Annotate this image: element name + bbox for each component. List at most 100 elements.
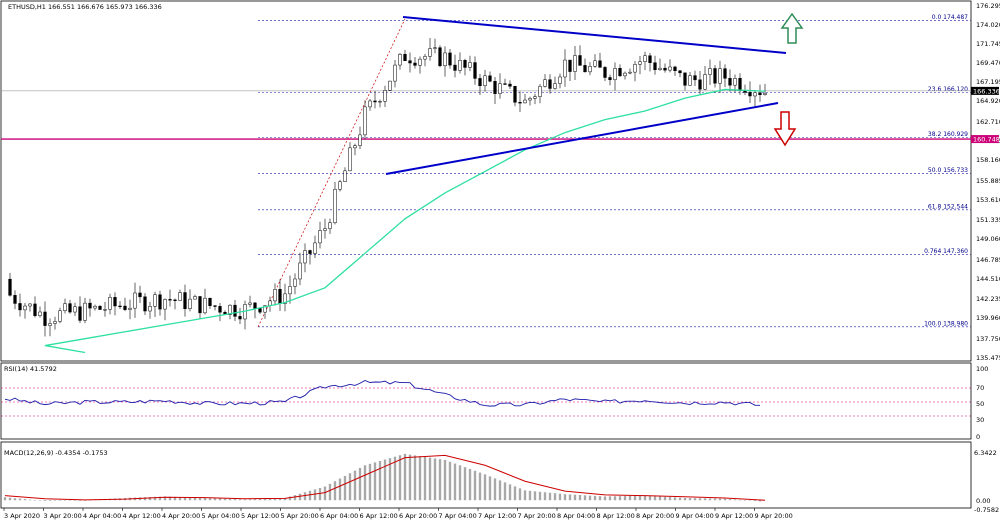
rsi-tick: 50 bbox=[976, 400, 984, 408]
fib-level-label: 23.6 166.120 bbox=[928, 86, 968, 93]
macd-title: MACD(12,26,9) -0.4354 -0.1753 bbox=[4, 449, 108, 457]
fib-levels: 0.0 174.487 23.6 166.120 38.2 160.929 50.0 … bbox=[258, 14, 971, 327]
macd-bar bbox=[748, 500, 752, 501]
macd-bar bbox=[653, 496, 657, 501]
candle-down bbox=[453, 64, 457, 71]
macd-bar bbox=[613, 496, 617, 501]
candle-up bbox=[93, 305, 97, 309]
macd-bar bbox=[598, 496, 602, 501]
macd-bar bbox=[278, 498, 282, 501]
macd-bar bbox=[498, 480, 502, 501]
macd-bar bbox=[423, 456, 427, 501]
macd-bar bbox=[663, 496, 667, 501]
candle-up bbox=[533, 96, 537, 99]
candle-down bbox=[748, 92, 752, 97]
macd-bar bbox=[303, 492, 307, 501]
macd-bar bbox=[728, 499, 732, 501]
macd-bar bbox=[368, 463, 372, 501]
macd-bar bbox=[53, 500, 57, 501]
candle-up bbox=[203, 297, 207, 314]
macd-bar bbox=[388, 458, 392, 501]
macd-bar bbox=[393, 456, 397, 501]
candle-down bbox=[233, 304, 237, 317]
candle-up bbox=[563, 59, 567, 78]
price-tick: 135.475 bbox=[976, 354, 1000, 362]
candle-up bbox=[228, 304, 232, 315]
macd-tick: 6.3422 bbox=[974, 449, 997, 457]
candle-down bbox=[218, 306, 222, 313]
macd-bar bbox=[643, 495, 647, 501]
arrow-down-icon bbox=[773, 111, 797, 147]
macd-bar bbox=[8, 497, 12, 501]
candle-down bbox=[98, 305, 102, 310]
macd-bar bbox=[203, 497, 207, 501]
candle-up bbox=[63, 303, 67, 312]
candle-up bbox=[273, 289, 277, 302]
time-tick-label: 8 Apr 20:00 bbox=[636, 512, 674, 520]
macd-bar bbox=[43, 500, 47, 501]
macd-bar bbox=[438, 459, 442, 501]
price-tick: 164.920 bbox=[976, 97, 1000, 105]
macd-bar bbox=[738, 499, 742, 501]
macd-bar bbox=[223, 498, 227, 501]
candle-up bbox=[423, 56, 427, 60]
macd-bar bbox=[48, 500, 52, 501]
macd-bar bbox=[528, 490, 532, 501]
macd-bar bbox=[673, 497, 677, 501]
macd-bar bbox=[308, 490, 312, 501]
macd-bar bbox=[588, 495, 592, 501]
macd-bar bbox=[58, 500, 62, 501]
candle-down bbox=[143, 296, 147, 312]
rsi-levels bbox=[1, 387, 971, 417]
macd-bar bbox=[713, 498, 717, 501]
candle-down bbox=[373, 100, 377, 103]
candle-up bbox=[588, 66, 592, 73]
macd-bar bbox=[243, 499, 247, 501]
candle-up bbox=[708, 68, 712, 75]
macd-bar bbox=[483, 474, 487, 501]
macd-bar bbox=[578, 495, 582, 501]
macd-bar bbox=[473, 470, 477, 501]
candle-down bbox=[683, 72, 687, 86]
candle-down bbox=[198, 296, 202, 314]
candle-up bbox=[303, 250, 307, 264]
candle-up bbox=[628, 71, 632, 74]
price-title: ETHUSD,H1 166.551 166.676 165.973 166.33… bbox=[8, 3, 162, 11]
macd-bar bbox=[13, 498, 17, 501]
macd-bar bbox=[148, 497, 152, 501]
macd-bar bbox=[448, 461, 452, 501]
candle-up bbox=[658, 67, 662, 70]
time-tick-label: 9 Apr 12:00 bbox=[715, 512, 753, 520]
rsi-panel bbox=[0, 362, 972, 440]
candle-up bbox=[733, 78, 737, 86]
macd-bar bbox=[338, 478, 342, 501]
candle-up bbox=[343, 170, 347, 182]
candle-up bbox=[468, 62, 472, 68]
macd-bar bbox=[633, 495, 637, 501]
candle-up bbox=[103, 309, 107, 311]
support-price-box bbox=[971, 135, 999, 144]
macd-bar bbox=[503, 482, 507, 501]
macd-bar bbox=[358, 467, 362, 501]
candle-up bbox=[153, 294, 157, 307]
macd-bar bbox=[623, 496, 627, 501]
candle-down bbox=[183, 292, 187, 309]
candle-up bbox=[178, 292, 182, 301]
candle-down bbox=[123, 305, 127, 310]
macd-bar bbox=[468, 468, 472, 501]
candle-up bbox=[318, 230, 322, 244]
candle-down bbox=[548, 79, 552, 89]
fib-level-label: 100.0 138.980 bbox=[924, 320, 968, 327]
macd-bar bbox=[323, 486, 327, 501]
candle-down bbox=[68, 303, 72, 313]
time-tick-label: 9 Apr 20:00 bbox=[755, 512, 793, 520]
price-tick: 155.885 bbox=[976, 177, 1000, 185]
macd-bar bbox=[288, 496, 292, 501]
macd-bar bbox=[743, 500, 747, 501]
macd-bar bbox=[398, 455, 402, 501]
price-tick: 158.160 bbox=[976, 156, 1000, 164]
candle-up bbox=[393, 64, 397, 82]
candle-up bbox=[718, 68, 722, 84]
candle-up bbox=[623, 72, 627, 77]
macd-bar bbox=[413, 455, 417, 501]
